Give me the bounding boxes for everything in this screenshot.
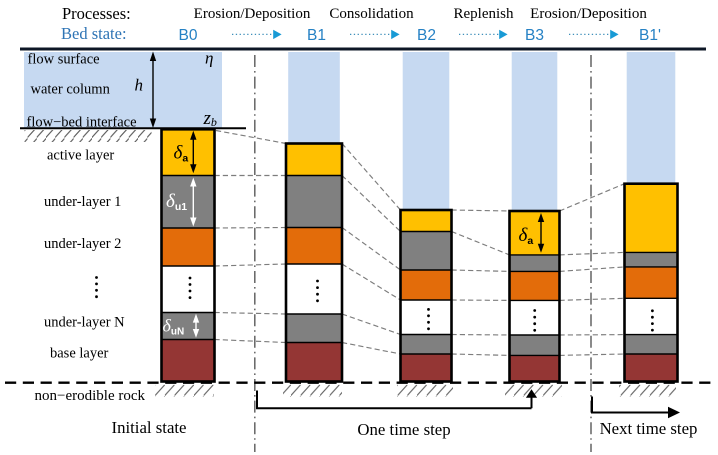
svg-text:flow−bed interface: flow−bed interface (27, 115, 137, 131)
svg-text:Initial state: Initial state (111, 418, 186, 437)
svg-text:under-layer N: under-layer N (44, 315, 125, 331)
svg-text:Consolidation: Consolidation (329, 6, 414, 22)
svg-text:Replenish: Replenish (454, 6, 514, 22)
svg-text:flow surface: flow surface (28, 52, 100, 68)
svg-text:Processes:: Processes: (62, 4, 131, 23)
svg-text:non−erodible rock: non−erodible rock (35, 388, 146, 404)
svg-text:Erosion/Deposition: Erosion/Deposition (194, 6, 311, 22)
svg-text:B3: B3 (525, 27, 544, 44)
svg-text:B1: B1 (307, 27, 326, 44)
svg-text:B0: B0 (179, 27, 198, 44)
svg-text:under-layer 2: under-layer 2 (44, 236, 121, 252)
svg-text:η: η (205, 49, 213, 68)
svg-text:Erosion/Deposition: Erosion/Deposition (530, 6, 647, 22)
svg-text:base layer: base layer (50, 346, 109, 362)
svg-text:Bed state:: Bed state: (61, 24, 127, 43)
svg-text:B2: B2 (417, 27, 436, 44)
svg-text:active layer: active layer (47, 148, 114, 164)
svg-text:Next time step: Next time step (600, 419, 698, 438)
svg-text:B1': B1' (639, 27, 661, 44)
svg-text:h: h (135, 76, 144, 95)
svg-text:under-layer 1: under-layer 1 (44, 194, 121, 210)
svg-text:water column: water column (31, 82, 111, 98)
svg-text:One time step: One time step (357, 420, 450, 439)
